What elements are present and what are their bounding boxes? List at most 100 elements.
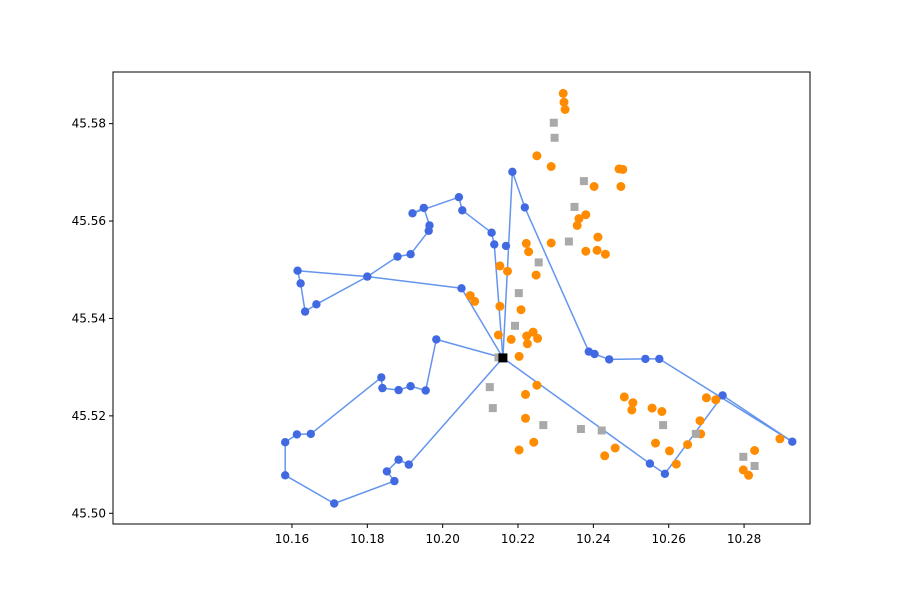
orange-data-point — [572, 220, 582, 230]
route-stop-point — [293, 266, 302, 275]
route-stop-point — [404, 460, 413, 469]
orange-data-point — [506, 334, 516, 344]
route-stop-point — [421, 386, 430, 395]
route-stop-point — [393, 252, 402, 261]
orange-data-point — [470, 296, 480, 306]
gray-square-point — [691, 429, 700, 438]
y-tick-label: 45.54 — [72, 311, 106, 325]
orange-data-point — [521, 238, 531, 248]
orange-data-point — [628, 398, 638, 408]
route-stop-point — [363, 272, 372, 281]
x-tick-label: 10.28 — [727, 532, 761, 546]
gray-square-point — [514, 289, 523, 298]
orange-data-point — [522, 331, 532, 341]
orange-data-point — [581, 246, 591, 256]
orange-data-point — [683, 440, 693, 450]
axes-frame — [112, 71, 811, 525]
gray-square-point — [570, 202, 579, 211]
orange-data-point — [671, 459, 681, 469]
x-tick-label: 10.16 — [275, 532, 309, 546]
orange-data-point — [581, 210, 591, 220]
orange-data-point — [532, 151, 542, 161]
orange-data-point — [516, 305, 526, 315]
route-stop-point — [520, 203, 529, 212]
gray-square-point — [550, 133, 559, 142]
route-stop-point — [508, 167, 517, 176]
orange-data-point — [531, 270, 541, 280]
gray-square-point — [739, 452, 748, 461]
route-stop-point — [490, 240, 499, 249]
gray-square-point — [549, 118, 558, 127]
axes-background — [113, 72, 810, 524]
orange-data-point — [522, 339, 532, 349]
y-tick-label: 45.50 — [72, 506, 106, 520]
route-stop-point — [406, 382, 415, 391]
x-tick-label: 10.22 — [501, 532, 535, 546]
orange-data-point — [495, 261, 505, 271]
orange-data-point — [529, 437, 539, 447]
x-axis: 10.16 10.18 10.20 10.22 10.24 10.26 10.28 — [275, 524, 761, 546]
route-stop-point — [425, 221, 434, 230]
orange-data-point — [514, 445, 524, 455]
route-stop-point — [457, 284, 466, 293]
route-stop-point — [296, 279, 305, 288]
orange-data-point — [589, 182, 599, 191]
gray-square-point — [488, 404, 497, 413]
depot-marker — [498, 353, 508, 363]
route-stop-point — [458, 206, 467, 215]
route-stop-point — [408, 209, 417, 218]
x-tick-label: 10.24 — [576, 532, 610, 546]
orange-data-point — [647, 403, 657, 413]
orange-data-point — [627, 405, 637, 415]
orange-data-point — [651, 438, 660, 448]
y-tick-label: 45.56 — [72, 214, 106, 228]
gray-square-point — [534, 258, 543, 267]
y-tick-label: 45.58 — [72, 117, 106, 131]
route-stop-point — [641, 354, 650, 364]
orange-data-point — [503, 266, 512, 276]
orange-data-point — [493, 330, 503, 340]
route-stop-point — [382, 467, 392, 476]
route-stop-point — [660, 469, 670, 478]
orange-data-point — [533, 333, 543, 343]
route-stop-point — [487, 228, 496, 237]
gray-square-point — [511, 321, 519, 330]
orange-data-point — [701, 393, 711, 403]
route-stop-point — [718, 391, 727, 400]
route-stop-point — [390, 476, 399, 486]
route-stop-point — [306, 429, 315, 439]
orange-data-point — [574, 214, 584, 224]
orange-data-point — [532, 380, 542, 390]
route-stop-point — [300, 307, 310, 316]
orange-data-point — [695, 416, 705, 426]
orange-data-point — [750, 446, 760, 455]
route-stop-point — [394, 455, 403, 464]
markers — [281, 88, 797, 508]
y-tick-label: 45.52 — [72, 409, 106, 423]
orange-data-point — [600, 249, 610, 259]
plot-area — [112, 71, 811, 525]
gray-square-point — [659, 421, 668, 430]
gray-square-point — [750, 462, 759, 470]
route-stop-point — [330, 499, 339, 508]
orange-data-point — [665, 446, 674, 456]
route-stop-point — [419, 203, 428, 213]
route-stop-point — [281, 438, 290, 447]
orange-data-point — [775, 434, 785, 444]
route-stop-point — [312, 300, 321, 309]
gray-square-point — [485, 383, 494, 392]
orange-data-point — [657, 407, 667, 416]
orange-data-point — [495, 301, 505, 311]
route-stop-point — [605, 355, 614, 364]
route-stop-point — [394, 385, 403, 395]
x-tick-label: 10.18 — [350, 532, 384, 546]
route-stop-point — [432, 335, 441, 344]
orange-data-point — [560, 105, 570, 114]
route-stop-point — [590, 349, 599, 359]
orange-data-point — [618, 164, 628, 174]
x-tick-label: 10.20 — [425, 532, 459, 546]
gray-square-point — [539, 421, 548, 430]
orange-data-point — [559, 97, 569, 107]
route-stop-point — [281, 471, 290, 480]
